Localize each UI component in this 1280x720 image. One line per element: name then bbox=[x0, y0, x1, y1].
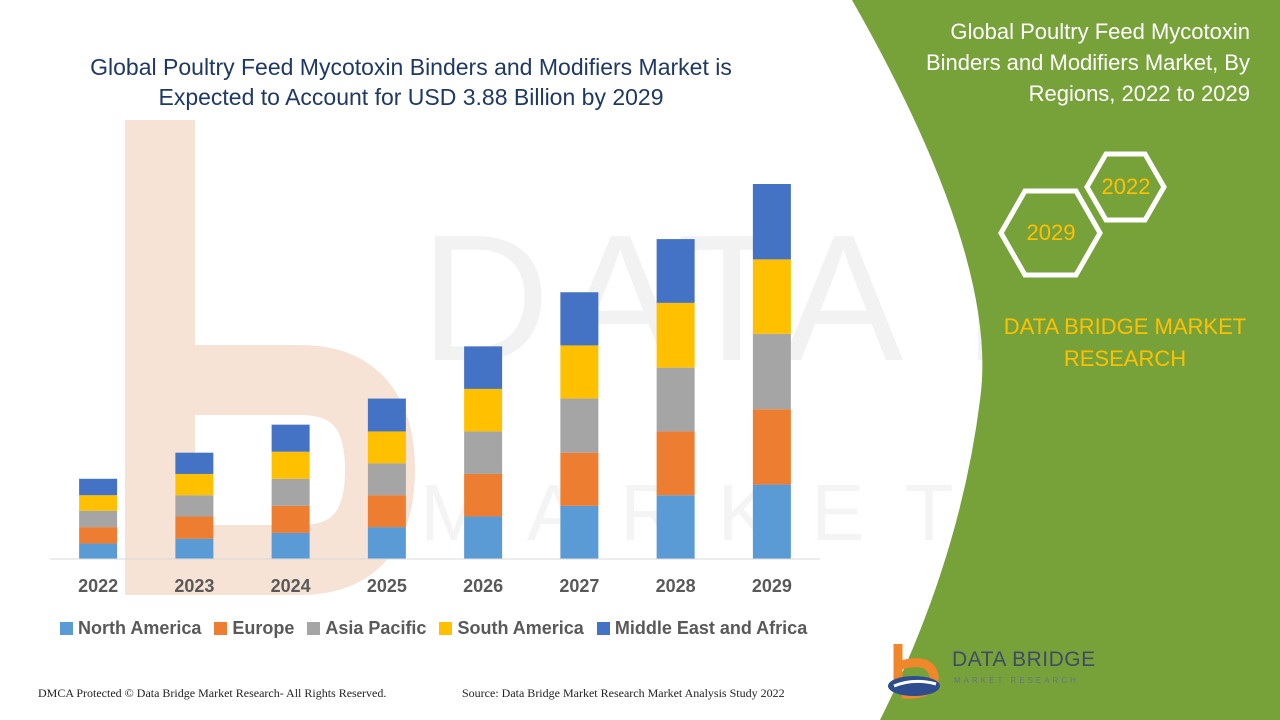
bar-2026-series-4 bbox=[464, 346, 503, 389]
hexagon-2022 bbox=[1084, 151, 1167, 223]
legend-item: Europe bbox=[214, 618, 294, 639]
bar-2029-series-4 bbox=[752, 184, 791, 260]
bar-2028-series-3 bbox=[656, 302, 695, 368]
hexagon-2029 bbox=[998, 188, 1103, 278]
brand-text: DATA BRIDGE MARKET RESEARCH bbox=[1003, 314, 1247, 371]
bar-2023-series-3 bbox=[175, 473, 214, 496]
bar-2022-series-1 bbox=[79, 527, 118, 544]
bar-2027-series-3 bbox=[560, 345, 599, 399]
bar-2026-series-0 bbox=[464, 516, 503, 559]
legend-label: Middle East and Africa bbox=[614, 617, 808, 638]
legend-swatch bbox=[307, 621, 321, 635]
bar-2022-series-0 bbox=[79, 543, 118, 559]
bar-2027-series-4 bbox=[560, 292, 599, 346]
legend-label: Asia Pacific bbox=[325, 617, 427, 638]
hexagon-year-2029: 2029 bbox=[1026, 220, 1076, 245]
bar-2027-series-2 bbox=[560, 398, 599, 453]
x-tick-label: 2026 bbox=[463, 576, 503, 596]
legend-item: Asia Pacific bbox=[307, 618, 426, 639]
footer-source: Source: Data Bridge Market Research Mark… bbox=[462, 686, 785, 700]
x-tick-label: 2028 bbox=[656, 576, 696, 596]
x-tick-label: 2024 bbox=[271, 576, 311, 596]
logo-icon bbox=[888, 644, 940, 699]
bar-2023-series-0 bbox=[175, 538, 214, 559]
hexagon-year-2022: 2022 bbox=[1101, 174, 1151, 199]
bar-2028-series-1 bbox=[656, 431, 695, 496]
legend-swatch bbox=[60, 621, 73, 635]
bar-2024-series-4 bbox=[271, 424, 310, 452]
bar-2026-series-1 bbox=[464, 473, 503, 517]
bar-2028-series-4 bbox=[656, 239, 695, 303]
bar-2023-series-1 bbox=[175, 516, 214, 539]
bar-2029-series-0 bbox=[752, 484, 791, 559]
bar-2024-series-2 bbox=[271, 478, 310, 506]
bar-2027-series-0 bbox=[560, 505, 599, 559]
x-tick-label: 2022 bbox=[78, 576, 118, 596]
bar-2029-series-1 bbox=[752, 409, 791, 485]
bar-2025-series-3 bbox=[367, 431, 406, 464]
legend-item: Middle East and Africa bbox=[596, 617, 808, 639]
legend-label: Europe bbox=[232, 617, 295, 638]
chart-title: Global Poultry Feed Mycotoxin Binders an… bbox=[90, 54, 732, 110]
x-tick-label: 2027 bbox=[559, 576, 599, 596]
bar-2028-series-0 bbox=[656, 495, 695, 559]
bar-2022-series-4 bbox=[79, 478, 118, 496]
bar-2025-series-1 bbox=[367, 495, 406, 528]
bar-2025-series-0 bbox=[367, 527, 406, 559]
legend-label: North America bbox=[78, 617, 202, 638]
legend-swatch bbox=[439, 621, 453, 635]
bar-2029-series-2 bbox=[752, 333, 791, 410]
logo-name: DATA BRIDGE bbox=[952, 648, 1096, 671]
data-bridge-logo: DATA BRIDGE MARKET RESEARCH bbox=[880, 638, 1100, 704]
logo-tagline: MARKET RESEARCH bbox=[954, 676, 1079, 685]
bar-2024-series-3 bbox=[271, 451, 310, 479]
bar-2029-series-3 bbox=[752, 259, 791, 334]
bar-2025-series-2 bbox=[367, 463, 406, 496]
bar-2022-series-2 bbox=[79, 510, 118, 528]
bar-2026-series-3 bbox=[464, 388, 503, 432]
x-tick-label: 2025 bbox=[367, 576, 407, 596]
legend-swatch bbox=[214, 621, 228, 635]
legend-item: South America bbox=[439, 617, 584, 639]
bar-2023-series-2 bbox=[175, 495, 214, 517]
bar-2025-series-4 bbox=[367, 398, 406, 432]
bar-2022-series-3 bbox=[79, 495, 118, 511]
bar-2027-series-1 bbox=[560, 452, 599, 506]
bar-2024-series-0 bbox=[271, 532, 310, 559]
legend-item: North America bbox=[60, 618, 201, 639]
chart-legend: North America Europe Asia Pacific South Ame… bbox=[60, 616, 820, 640]
bar-2023-series-4 bbox=[175, 452, 214, 474]
bar-2026-series-2 bbox=[464, 431, 503, 474]
footer-copyright: DMCA Protected © Data Bridge Market Rese… bbox=[38, 686, 387, 700]
legend-label: South America bbox=[457, 617, 584, 638]
bar-2024-series-1 bbox=[271, 505, 310, 533]
x-tick-label: 2029 bbox=[752, 576, 792, 596]
bar-2028-series-2 bbox=[656, 367, 695, 432]
x-tick-label: 2023 bbox=[174, 576, 214, 596]
legend-swatch bbox=[596, 621, 610, 635]
side-panel-title: Global Poultry Feed Mycotoxin Binders an… bbox=[925, 19, 1250, 106]
